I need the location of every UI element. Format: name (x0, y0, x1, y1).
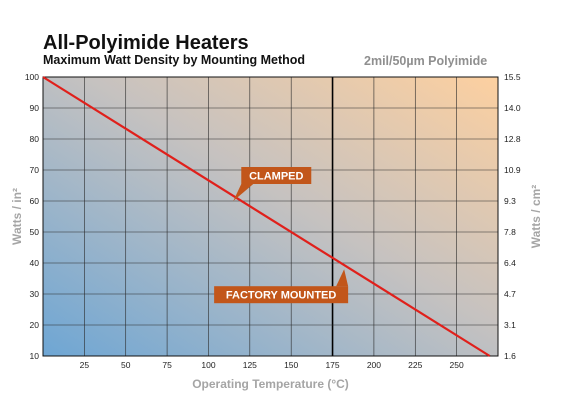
y-axis-label: Watts / in² (10, 188, 24, 245)
y-tick-label: 80 (30, 134, 40, 144)
x-axis-ticks: 25 50 75 100 125 150 175 200 225 250 (80, 360, 464, 370)
y-tick-label: 70 (30, 165, 40, 175)
y2-tick-label: 1.6 (504, 351, 516, 361)
chart-title: All-Polyimide Heaters (43, 32, 249, 54)
y2-tick-label: 9.3 (504, 196, 516, 206)
callout-pointer (336, 269, 349, 287)
callout-label: CLAMPED (249, 171, 303, 183)
y-tick-label: 50 (30, 227, 40, 237)
y2-axis-label: Watts / cm² (529, 185, 543, 249)
x-tick-label: 75 (162, 360, 172, 370)
callout-box (214, 286, 349, 304)
y2-tick-label: 7.8 (504, 227, 516, 237)
material-label: 2mil/50µm Polyimide (364, 54, 488, 68)
series-line (42, 76, 491, 357)
x-tick-label: 100 (201, 360, 215, 370)
y2-axis-ticks: 1.6 3.1 4.7 6.4 7.8 9.3 10.9 12.8 14.0 15.5 (504, 72, 521, 361)
callout-factory-mounted: FACTORY MOUNTED (214, 269, 349, 304)
callout-box (241, 167, 312, 184)
x-tick-label: 50 (121, 360, 131, 370)
y-tick-label: 30 (30, 289, 40, 299)
y2-tick-label: 10.9 (504, 165, 521, 175)
chart-subtitle: Maximum Watt Density by Mounting Method (43, 53, 306, 67)
y-tick-label: 90 (30, 103, 40, 113)
y2-tick-label: 3.1 (504, 320, 516, 330)
x-tick-label: 250 (450, 360, 464, 370)
y-tick-label: 40 (30, 258, 40, 268)
y-tick-label: 20 (30, 320, 40, 330)
plot-border (42, 76, 499, 357)
x-tick-label: 225 (408, 360, 422, 370)
x-tick-label: 150 (284, 360, 298, 370)
y-axis-ticks: 10 20 30 40 50 60 70 80 90 100 (25, 72, 39, 361)
data-lines (42, 76, 491, 357)
x-tick-label: 175 (325, 360, 339, 370)
y2-tick-label: 15.5 (504, 72, 521, 82)
y2-tick-label: 12.8 (504, 134, 521, 144)
x-tick-label: 25 (80, 360, 90, 370)
callout-label: FACTORY MOUNTED (226, 290, 336, 302)
y-tick-label: 100 (25, 72, 39, 82)
y-tick-label: 10 (30, 351, 40, 361)
x-tick-label: 200 (367, 360, 381, 370)
y2-tick-label: 6.4 (504, 258, 516, 268)
x-axis-label: Operating Temperature (°C) (192, 377, 349, 391)
callouts: CLAMPED FACTORY MOUNTED (214, 167, 349, 304)
y2-tick-label: 4.7 (504, 289, 516, 299)
y-tick-label: 60 (30, 196, 40, 206)
callout-clamped: CLAMPED (233, 167, 312, 201)
x-tick-label: 125 (243, 360, 257, 370)
y2-tick-label: 14.0 (504, 103, 521, 113)
callout-pointer (233, 184, 254, 201)
